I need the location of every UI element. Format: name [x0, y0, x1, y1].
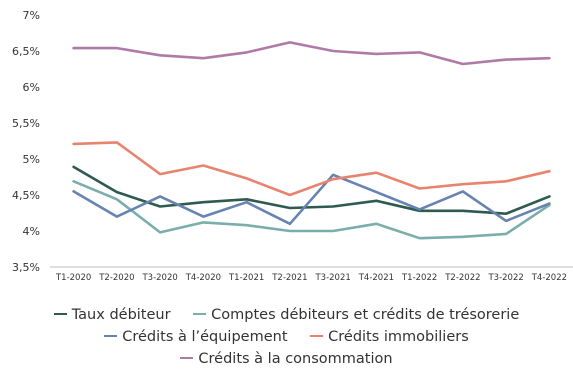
chart-svg: 3,5%4%4,5%5%5,5%6%6,5%7% T1-2020 T2-2020 T…	[12, 9, 573, 283]
x-tick-label: T4-2022	[531, 273, 567, 283]
y-tick-label: 6%	[23, 81, 40, 94]
legend-swatch	[180, 357, 194, 359]
legend-row-1: Taux débiteur Comptes débiteurs et crédi…	[0, 304, 573, 326]
y-tick-label: 3,5%	[12, 261, 40, 274]
y-axis: 3,5% 4% 4,5% 5% 5,5% 6% 6,5% 7%	[12, 9, 40, 274]
x-tick-label: T2-2020	[98, 273, 134, 283]
x-tick-label: T4-2020	[185, 273, 221, 283]
legend-item-credits-immobiliers: Crédits immobiliers	[310, 326, 469, 348]
series-line-4	[72, 41, 551, 66]
legend-label: Comptes débiteurs et crédits de trésorer…	[211, 307, 520, 323]
legend-row-3: Crédits à la consommation	[0, 348, 573, 370]
y-tick-label: 6,5%	[12, 45, 40, 58]
legend-label: Crédits à l’équipement	[122, 329, 288, 345]
x-tick-label: T2-2022	[444, 273, 480, 283]
x-tick-label: T1-2022	[401, 273, 437, 283]
x-tick-label: T4-2021	[358, 273, 394, 283]
x-tick-label: T2-2021	[271, 273, 307, 283]
x-axis: T1-2020 T2-2020 T3-2020 T4-2020 T1-2021 T2-20…	[55, 273, 567, 283]
legend-item-taux-debiteur: Taux débiteur	[53, 304, 171, 326]
series-line-0	[72, 165, 551, 215]
x-tick-label: T3-2022	[487, 273, 523, 283]
plot-area	[72, 41, 551, 240]
legend-label: Taux débiteur	[71, 307, 171, 323]
legend-item-credits-consommation: Crédits à la consommation	[180, 348, 393, 370]
x-tick-label: T1-2020	[55, 273, 91, 283]
y-tick-label: 4,5%	[12, 189, 40, 202]
x-tick-label: T3-2020	[141, 273, 177, 283]
y-tick-label: 5,5%	[12, 117, 40, 130]
y-tick-label: 7%	[23, 9, 40, 22]
y-tick-label: 5%	[23, 153, 40, 166]
legend-swatch	[53, 313, 67, 315]
series-line-2	[72, 173, 551, 226]
legend-swatch	[193, 313, 207, 315]
series-line-1	[72, 180, 551, 240]
series-line-3	[72, 141, 551, 197]
legend-item-credits-equipement: Crédits à l’équipement	[104, 326, 288, 348]
legend: Taux débiteur Comptes débiteurs et crédi…	[0, 304, 573, 370]
legend-row-2: Crédits à l’équipement Crédits immobilie…	[0, 326, 573, 348]
legend-item-comptes-debiteurs: Comptes débiteurs et crédits de trésorer…	[193, 304, 519, 326]
x-tick-label: T1-2021	[228, 273, 264, 283]
legend-label: Crédits à la consommation	[198, 351, 393, 367]
legend-label: Crédits immobiliers	[328, 329, 469, 345]
legend-swatch	[310, 335, 324, 337]
x-tick-label: T3-2021	[314, 273, 350, 283]
legend-swatch	[104, 335, 118, 337]
y-tick-label: 4%	[23, 225, 40, 238]
